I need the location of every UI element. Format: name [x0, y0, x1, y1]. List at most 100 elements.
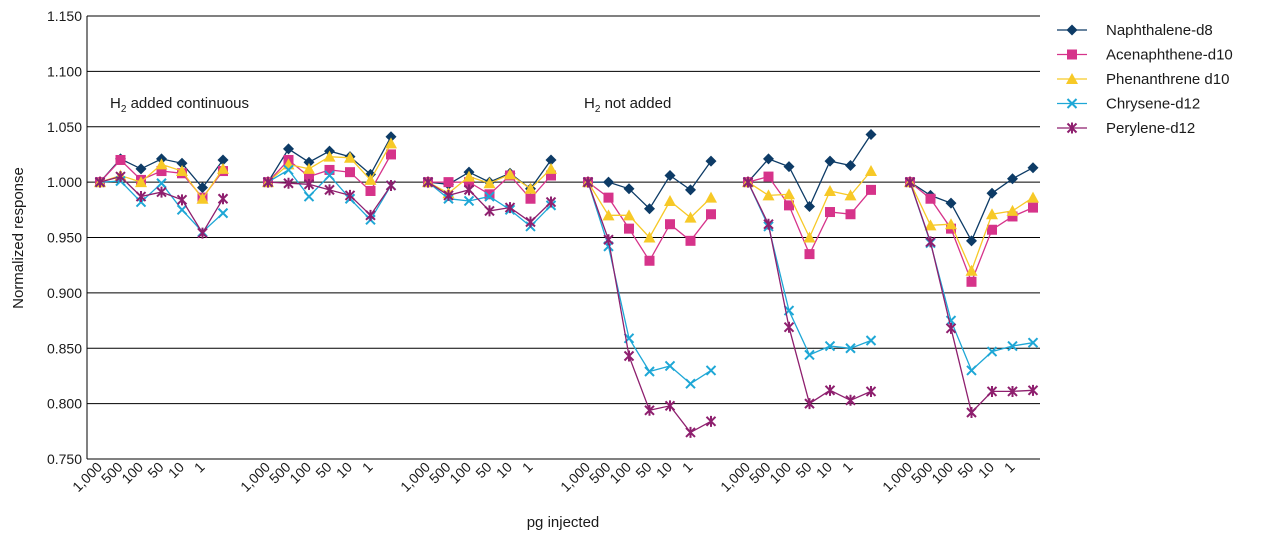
x-tick-label: 50 — [312, 459, 334, 481]
data-point — [463, 170, 475, 182]
data-point — [1007, 340, 1018, 352]
annotation-label: H2 added continuous — [110, 95, 249, 115]
x-tick-label: 50 — [792, 459, 814, 481]
data-point — [763, 153, 774, 165]
y-tick-label: 0.800 — [47, 396, 82, 412]
y-tick-label: 0.950 — [47, 230, 82, 246]
data-point — [705, 415, 717, 427]
data-point — [603, 234, 614, 246]
data-point — [135, 191, 147, 203]
data-point — [283, 143, 294, 155]
data-point — [945, 197, 957, 209]
x-tick-label: 50 — [144, 459, 166, 481]
data-point — [623, 350, 635, 362]
data-point — [986, 208, 998, 220]
data-point — [965, 264, 978, 276]
data-point — [783, 188, 795, 200]
legend-label: Naphthalene-d8 — [1106, 22, 1213, 39]
series-group — [94, 129, 1039, 438]
data-point — [706, 209, 716, 220]
data-point — [324, 164, 335, 175]
data-point — [925, 236, 936, 248]
data-point — [504, 168, 516, 180]
data-point — [762, 189, 775, 201]
data-point — [385, 137, 397, 149]
data-point — [986, 187, 998, 199]
x-tick-label: 50 — [954, 459, 976, 481]
data-point — [545, 154, 557, 166]
data-point — [344, 189, 356, 201]
data-point — [804, 200, 815, 212]
data-point — [865, 335, 877, 346]
data-point — [364, 173, 377, 185]
data-point — [845, 160, 856, 172]
legend-marker — [1066, 73, 1078, 84]
x-tick-label: 50 — [472, 459, 494, 481]
data-point — [804, 249, 815, 260]
data-point — [176, 194, 188, 206]
data-point — [866, 184, 876, 195]
data-point — [742, 176, 754, 188]
y-tick-label: 0.900 — [47, 285, 82, 301]
data-point — [644, 404, 655, 416]
data-point — [524, 182, 537, 194]
data-point — [463, 184, 475, 196]
x-tick-label: 10 — [165, 459, 187, 481]
data-point — [196, 192, 209, 204]
data-point — [283, 177, 294, 189]
data-point — [603, 192, 614, 203]
data-point — [156, 186, 167, 198]
y-axis-title: Normalized response — [10, 167, 27, 309]
data-point — [545, 196, 557, 208]
data-point — [1028, 202, 1038, 213]
y-tick-label: 0.750 — [47, 451, 82, 467]
data-point — [484, 191, 495, 202]
data-point — [824, 384, 836, 396]
x-tick-label: 1 — [519, 459, 536, 476]
data-point — [705, 365, 717, 376]
data-point — [504, 202, 516, 214]
data-point — [217, 207, 229, 219]
data-point — [156, 166, 167, 177]
data-point — [525, 216, 536, 228]
grid-lines — [87, 15, 1040, 460]
data-point — [685, 235, 696, 246]
data-point — [966, 406, 977, 418]
data-point — [217, 162, 229, 174]
data-point — [365, 209, 376, 221]
data-point — [824, 340, 836, 352]
data-point — [763, 171, 774, 182]
data-point — [603, 176, 614, 188]
data-point — [904, 176, 916, 188]
data-point — [763, 218, 774, 230]
x-tick-label: 100 — [766, 459, 794, 487]
data-point — [1007, 211, 1018, 222]
data-point — [865, 165, 877, 177]
y-tick-label: 1.000 — [47, 174, 82, 190]
data-point — [422, 176, 434, 188]
data-point — [345, 167, 355, 178]
data-point — [966, 276, 977, 287]
y-tick-label: 1.050 — [47, 119, 82, 135]
data-point — [323, 150, 336, 162]
data-point — [986, 346, 998, 357]
data-point — [304, 171, 314, 182]
legend-item: Perylene-d12 — [1057, 120, 1195, 137]
legend-item: Naphthalene-d8 — [1057, 22, 1213, 39]
series-perylene-d12 — [94, 171, 1039, 438]
data-point — [135, 163, 147, 175]
data-point — [865, 129, 877, 141]
data-point — [825, 207, 835, 218]
data-point — [303, 162, 315, 174]
data-point — [623, 183, 635, 195]
data-point — [624, 223, 634, 234]
x-tick-label: 10 — [813, 459, 835, 481]
data-point — [966, 365, 977, 376]
data-point — [546, 170, 556, 181]
data-point — [217, 193, 229, 205]
annotations: H2 added continuous H2 not added — [110, 95, 671, 115]
data-point — [176, 157, 188, 169]
data-point — [303, 156, 315, 168]
data-point — [644, 366, 655, 377]
